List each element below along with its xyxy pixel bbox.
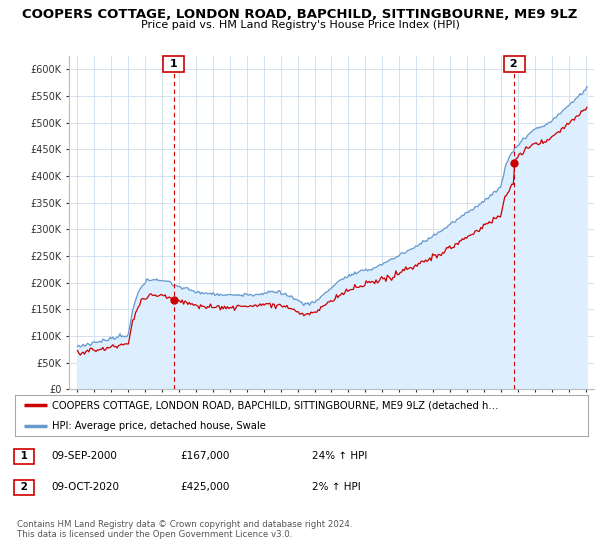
Text: 2: 2 <box>17 482 31 492</box>
Text: 09-SEP-2000: 09-SEP-2000 <box>51 451 117 461</box>
Text: Contains HM Land Registry data © Crown copyright and database right 2024.
This d: Contains HM Land Registry data © Crown c… <box>17 520 352 539</box>
Text: COOPERS COTTAGE, LONDON ROAD, BAPCHILD, SITTINGBOURNE, ME9 9LZ: COOPERS COTTAGE, LONDON ROAD, BAPCHILD, … <box>22 8 578 21</box>
Text: 2% ↑ HPI: 2% ↑ HPI <box>312 482 361 492</box>
Text: 24% ↑ HPI: 24% ↑ HPI <box>312 451 367 461</box>
Text: Price paid vs. HM Land Registry's House Price Index (HPI): Price paid vs. HM Land Registry's House … <box>140 20 460 30</box>
Text: 1: 1 <box>166 59 182 69</box>
Text: COOPERS COTTAGE, LONDON ROAD, BAPCHILD, SITTINGBOURNE, ME9 9LZ (detached h…: COOPERS COTTAGE, LONDON ROAD, BAPCHILD, … <box>52 400 499 410</box>
Text: 1: 1 <box>17 451 31 461</box>
Text: 2: 2 <box>506 59 522 69</box>
Text: £167,000: £167,000 <box>180 451 229 461</box>
Text: 09-OCT-2020: 09-OCT-2020 <box>51 482 119 492</box>
Text: £425,000: £425,000 <box>180 482 229 492</box>
Text: HPI: Average price, detached house, Swale: HPI: Average price, detached house, Swal… <box>52 421 266 431</box>
